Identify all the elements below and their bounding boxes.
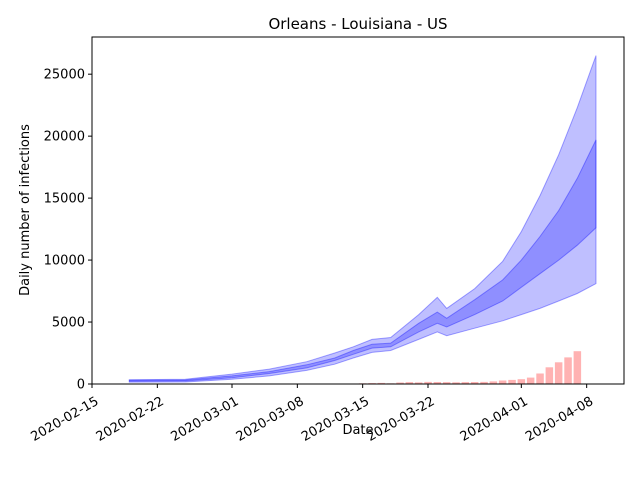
chart-title: Orleans - Louisiana - US [268,15,447,33]
bar [377,382,386,384]
bar [452,382,460,384]
bar [480,381,488,384]
bar [573,351,582,384]
bar [405,382,414,384]
bar [498,380,507,384]
bar [424,381,432,384]
bar [545,367,554,384]
bar [508,379,516,384]
outer-band [128,55,597,383]
y-tick-label: 25000 [44,68,85,83]
y-tick-label: 20000 [44,130,85,145]
x-tick-label: 2020-03-01 [168,394,241,445]
bar [433,382,442,384]
y-tick-label: 15000 [44,192,85,207]
bar [564,357,572,384]
y-axis: 0 5000 10000 15000 20000 25000 [44,68,92,393]
bar [461,382,470,384]
y-axis-label: Daily number of infections [18,124,33,296]
observed-bars [302,351,582,385]
x-tick-label: 2020-02-22 [94,394,167,445]
bar [396,382,404,384]
bar [554,362,563,384]
x-tick-label: 2020-03-08 [234,394,307,445]
bar [414,382,423,384]
bar [489,381,498,384]
x-axis-label: Date [342,423,373,438]
bar [517,379,526,384]
bar [536,373,544,384]
x-tick-label: 2020-04-08 [523,394,596,445]
x-tick-label: 2020-02-15 [28,394,101,445]
x-tick-label: 2020-04-01 [458,394,531,445]
inner-band [128,139,597,382]
confidence-bands [128,55,597,383]
y-tick-label: 10000 [44,254,85,269]
y-tick-label: 0 [77,378,85,393]
bar [470,382,479,384]
bar [442,382,451,384]
plot-frame [91,36,625,385]
x-tick-label: 2020-03-22 [364,394,437,445]
bar [526,377,535,384]
y-tick-label: 5000 [52,316,85,331]
